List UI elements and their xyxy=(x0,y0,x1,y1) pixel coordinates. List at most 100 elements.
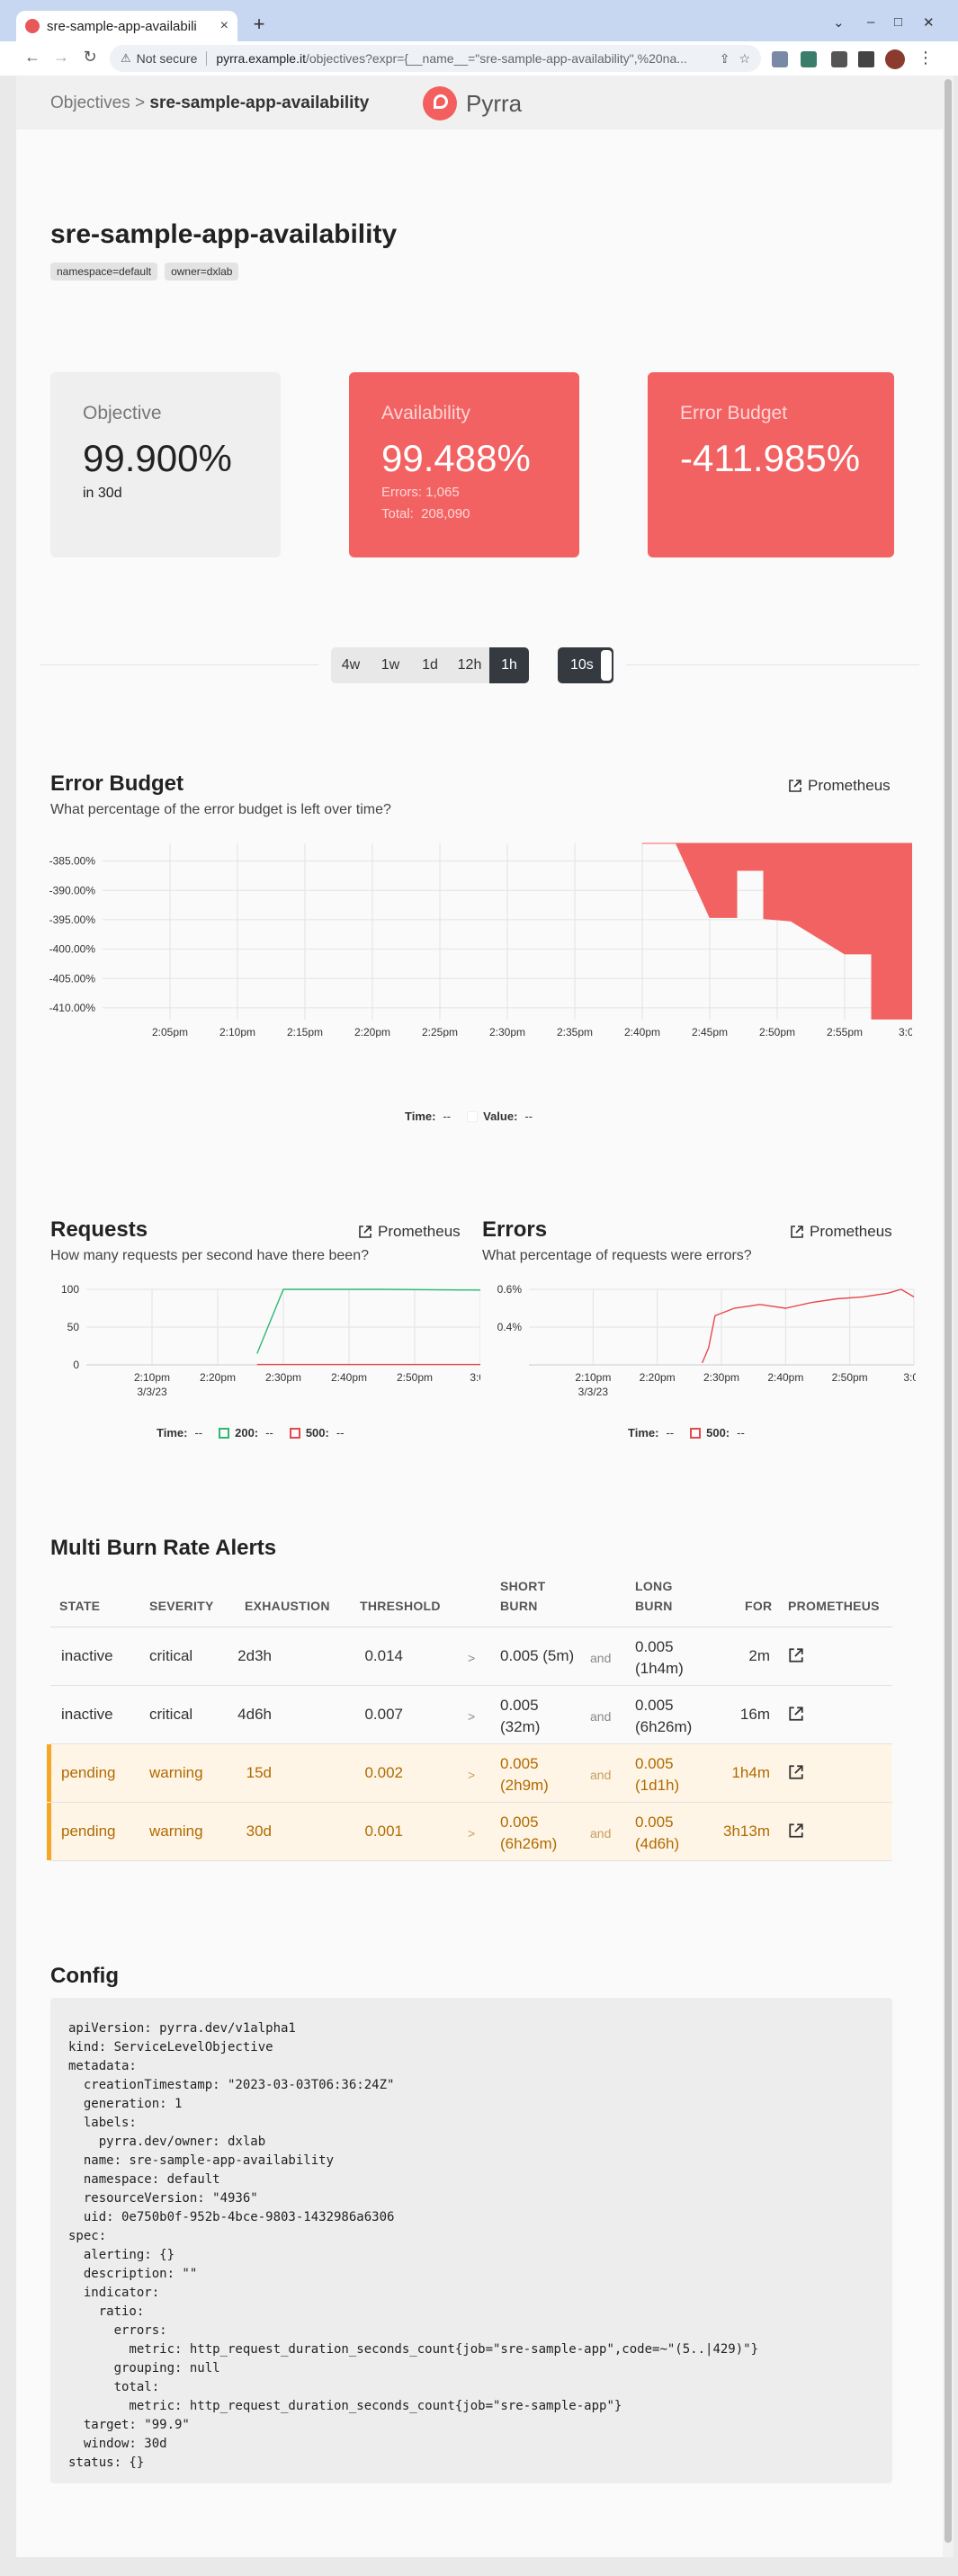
alert-short-burn: 0.005 (6h26m) xyxy=(500,1812,557,1855)
tab-close-icon[interactable]: × xyxy=(219,18,228,33)
x-tick-label: 2:35pm xyxy=(557,1026,593,1038)
header-burn: BURN xyxy=(500,1599,538,1613)
alert-gt: > xyxy=(468,1651,476,1665)
extensions-puzzle-icon[interactable] xyxy=(831,51,847,67)
pyrra-logo-icon xyxy=(423,86,457,120)
open-in-prometheus-icon[interactable] xyxy=(788,1706,804,1722)
errors-prometheus-link[interactable]: Prometheus xyxy=(790,1223,892,1241)
header-long-burn: LONG BURN xyxy=(635,1576,673,1616)
range-1d-button[interactable]: 1d xyxy=(422,657,438,673)
objective-window: in 30d xyxy=(83,486,122,501)
x-tick-label: 3:00 xyxy=(470,1371,480,1384)
x-date-label: 3/3/23 xyxy=(137,1386,167,1398)
alert-gt: > xyxy=(468,1709,476,1724)
pyrra-favicon-icon xyxy=(25,19,40,33)
error-budget-label: Error Budget xyxy=(680,403,788,423)
short-burn-value: 0.005 xyxy=(500,1755,539,1772)
tab-search-icon[interactable]: ⌄ xyxy=(833,15,845,31)
x-tick-label: 2:05pm xyxy=(152,1026,188,1038)
legend-series-200-value: -- xyxy=(265,1426,273,1440)
config-yaml: apiVersion: pyrra.dev/v1alpha1 kind: Ser… xyxy=(50,1998,892,2483)
share-icon[interactable]: ⇪ xyxy=(719,50,730,66)
reload-icon[interactable]: ↻ xyxy=(83,48,97,66)
x-tick-label: 2:15pm xyxy=(287,1026,323,1038)
new-tab-button[interactable]: + xyxy=(253,13,265,35)
alert-and: and xyxy=(590,1768,612,1782)
range-1h-button[interactable]: 1h xyxy=(489,647,529,683)
header-short: SHORT xyxy=(500,1579,546,1593)
config-title: Config xyxy=(50,1964,119,1988)
error-budget-tile: Error Budget -411.985% xyxy=(648,372,894,557)
forward-icon[interactable]: → xyxy=(53,48,69,66)
range-12h-button[interactable]: 12h xyxy=(457,657,482,673)
x-tick-label: 2:45pm xyxy=(692,1026,728,1038)
alert-short-burn: 0.005 (2h9m) xyxy=(500,1753,549,1796)
y-tick-label: -400.00% xyxy=(49,943,96,956)
alert-severity: critical xyxy=(149,1647,193,1664)
objective-value: 99.900% xyxy=(83,437,232,479)
x-tick-label: 2:55pm xyxy=(827,1026,863,1038)
alert-severity: warning xyxy=(149,1823,203,1840)
side-panel-icon[interactable] xyxy=(858,51,874,67)
extension-icon[interactable] xyxy=(772,51,788,67)
alerts-header-row: STATE SEVERITY EXHAUSTION THRESHOLD SHOR… xyxy=(50,1570,892,1627)
external-link-icon xyxy=(791,1226,803,1238)
header-burn: BURN xyxy=(635,1599,673,1613)
url-path: /objectives?expr={__name__="sre-sample-a… xyxy=(305,51,687,66)
page-content: Objectives > sre-sample-app-availability… xyxy=(16,76,943,2557)
open-in-prometheus-icon[interactable] xyxy=(788,1823,804,1839)
alert-state: inactive xyxy=(61,1647,113,1664)
long-burn-window: (4d6h) xyxy=(635,1835,680,1852)
alert-severity: critical xyxy=(149,1706,193,1723)
range-1w-button[interactable]: 1w xyxy=(381,657,400,673)
time-range-selector: 4w 1w 1d 12h 1h xyxy=(331,647,529,683)
brand-name: Pyrra xyxy=(466,89,523,117)
profile-avatar[interactable] xyxy=(885,49,905,69)
scrollbar-thumb[interactable] xyxy=(945,79,952,2543)
app-header: Objectives > sre-sample-app-availability… xyxy=(16,76,943,129)
legend-series-500-value: -- xyxy=(336,1426,345,1440)
browser-tab[interactable]: sre-sample-app-availabili × xyxy=(16,11,237,41)
breadcrumb-objectives-link[interactable]: Objectives xyxy=(50,94,130,112)
tab-strip: sre-sample-app-availabili × + ⌄ – □ ✕ xyxy=(0,0,958,41)
browser-menu-icon[interactable]: ⋮ xyxy=(918,49,934,67)
breadcrumb: Objectives > sre-sample-app-availability xyxy=(50,94,369,113)
error-budget-prometheus-link[interactable]: Prometheus xyxy=(788,777,891,795)
alert-for: 16m xyxy=(739,1706,770,1723)
short-burn-window: (32m) xyxy=(500,1718,541,1735)
open-in-prometheus-icon[interactable] xyxy=(788,1764,804,1780)
legend-swatch xyxy=(467,1110,479,1122)
header-severity: SEVERITY xyxy=(149,1599,214,1613)
close-window-button[interactable]: ✕ xyxy=(923,15,935,31)
breadcrumb-separator: > xyxy=(134,94,146,112)
legend-series-500: 500: xyxy=(305,1426,329,1440)
x-tick-label: 2:20pm xyxy=(200,1371,236,1384)
page-scrollbar[interactable] xyxy=(943,76,954,2557)
x-tick-label: 2:10pm xyxy=(219,1026,255,1038)
objective-label: Objective xyxy=(83,403,162,423)
x-tick-label: 2:50pm xyxy=(397,1371,433,1384)
x-tick-label: 2:20pm xyxy=(354,1026,390,1038)
requests-title: Requests xyxy=(50,1217,148,1242)
maximize-button[interactable]: □ xyxy=(894,14,903,30)
availability-tile: Availability 99.488% Errors: 1,065 Total… xyxy=(349,372,579,557)
header-for: FOR xyxy=(745,1599,773,1613)
minimize-button[interactable]: – xyxy=(867,14,875,30)
y-tick-label: 0.6% xyxy=(497,1283,523,1296)
header-exhaustion: EXHAUSTION xyxy=(245,1599,330,1613)
bookmark-star-icon[interactable]: ☆ xyxy=(739,50,750,66)
requests-prometheus-link[interactable]: Prometheus xyxy=(358,1223,461,1241)
auto-refresh-toggle[interactable]: 10s xyxy=(558,647,613,683)
short-burn-value: 0.005 xyxy=(500,1697,539,1714)
alert-long-burn: 0.005 (6h26m) xyxy=(635,1695,692,1738)
open-in-prometheus-icon[interactable] xyxy=(788,1647,804,1663)
address-bar[interactable]: ⚠ Not secure pyrra.example.it /objective… xyxy=(110,45,761,72)
brand[interactable]: Pyrra xyxy=(423,86,522,120)
extension-icon[interactable] xyxy=(801,51,817,67)
error-budget-subtitle: What percentage of the error budget is l… xyxy=(50,802,391,817)
alerts-title: Multi Burn Rate Alerts xyxy=(50,1536,277,1560)
legend-value-value: -- xyxy=(524,1110,533,1123)
back-icon[interactable]: ← xyxy=(24,48,40,66)
x-tick-label: 3:00 xyxy=(903,1371,916,1384)
range-4w-button[interactable]: 4w xyxy=(341,657,361,673)
